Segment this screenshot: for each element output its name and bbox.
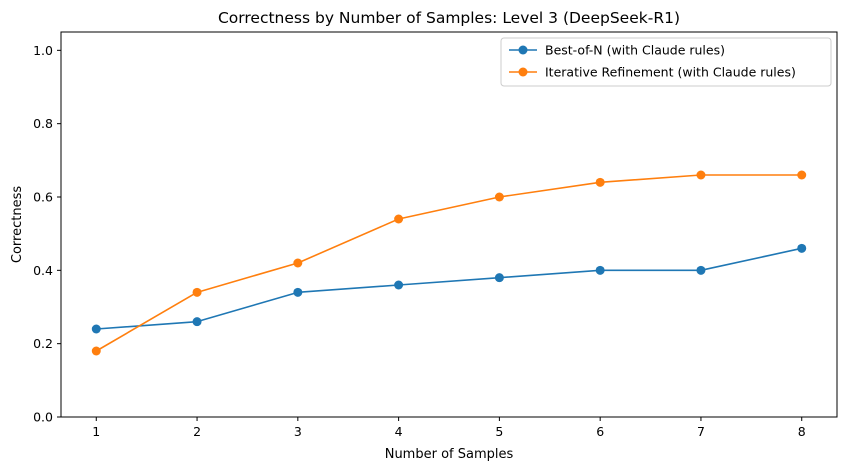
data-point bbox=[696, 265, 706, 275]
legend-entry-iterative-refinement: Iterative Refinement (with Claude rules) bbox=[509, 65, 796, 80]
data-point bbox=[91, 346, 101, 356]
y-tick-label: 0.8 bbox=[33, 116, 53, 131]
y-tick-label: 0.0 bbox=[33, 410, 53, 425]
series-best-of-n bbox=[91, 243, 807, 334]
x-tick-label: 4 bbox=[395, 424, 403, 439]
legend-marker bbox=[518, 45, 528, 55]
legend-entry-best-of-n: Best-of-N (with Claude rules) bbox=[509, 43, 725, 58]
x-tick-label: 8 bbox=[798, 424, 806, 439]
legend: Best-of-N (with Claude rules) Iterative … bbox=[500, 37, 832, 87]
data-point bbox=[494, 273, 504, 283]
y-axis: 0.0 0.2 0.4 0.6 0.8 1.0 bbox=[33, 43, 61, 425]
data-point bbox=[797, 243, 807, 253]
legend-box bbox=[500, 37, 832, 87]
chart-title: Correctness by Number of Samples: Level … bbox=[218, 9, 680, 27]
data-point bbox=[293, 258, 303, 268]
legend-marker bbox=[518, 67, 528, 77]
y-tick-label: 0.2 bbox=[33, 336, 53, 351]
y-axis-label: Correctness bbox=[10, 186, 25, 263]
data-point bbox=[595, 177, 605, 187]
x-tick-label: 1 bbox=[92, 424, 100, 439]
x-axis-label: Number of Samples bbox=[385, 447, 514, 462]
data-point bbox=[494, 192, 504, 202]
x-tick-label: 3 bbox=[294, 424, 302, 439]
y-tick-label: 1.0 bbox=[33, 43, 53, 58]
legend-label: Best-of-N (with Claude rules) bbox=[545, 43, 725, 58]
x-tick-label: 6 bbox=[596, 424, 604, 439]
y-tick-label: 0.4 bbox=[33, 263, 53, 278]
x-tick-label: 5 bbox=[495, 424, 503, 439]
data-point bbox=[595, 265, 605, 275]
y-tick-label: 0.6 bbox=[33, 190, 53, 205]
data-point bbox=[696, 170, 706, 180]
data-point bbox=[394, 214, 404, 224]
series-line bbox=[95, 174, 802, 352]
data-point bbox=[797, 170, 807, 180]
series-layer bbox=[91, 170, 807, 356]
data-point bbox=[91, 324, 101, 334]
x-tick-label: 7 bbox=[697, 424, 705, 439]
data-point bbox=[192, 287, 202, 297]
data-point bbox=[293, 287, 303, 297]
plot-area bbox=[60, 31, 838, 418]
legend-label: Iterative Refinement (with Claude rules) bbox=[545, 65, 796, 80]
data-point bbox=[394, 280, 404, 290]
x-axis: 1 2 3 4 5 6 7 8 bbox=[92, 417, 806, 439]
data-point bbox=[192, 317, 202, 327]
series-iterative-refinement bbox=[91, 170, 807, 356]
series-line bbox=[96, 247, 802, 330]
x-tick-label: 2 bbox=[193, 424, 201, 439]
